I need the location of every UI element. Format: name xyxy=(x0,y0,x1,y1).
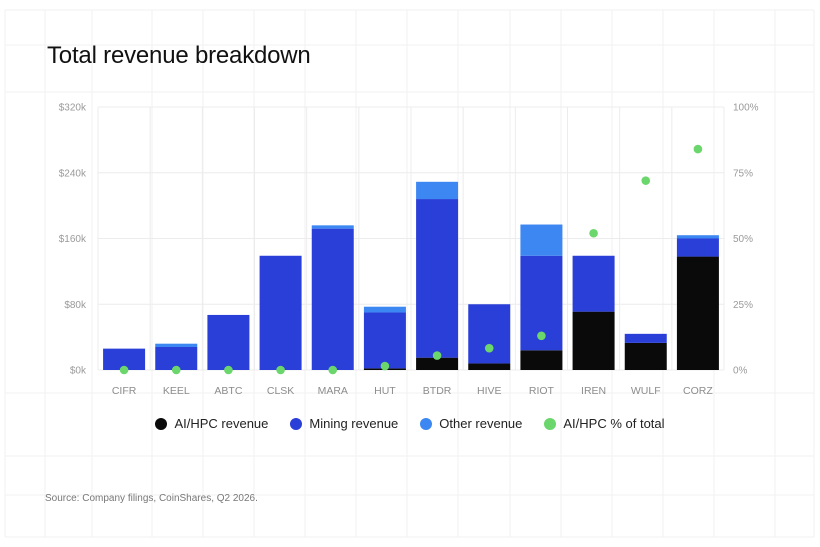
y-left-tick-label: $320k xyxy=(59,103,87,114)
x-tick-label: MARA xyxy=(318,385,348,397)
x-tick-label: IREN xyxy=(581,385,606,397)
bar-mining xyxy=(572,255,615,312)
bar-mining xyxy=(207,314,250,370)
bar-other xyxy=(155,343,198,347)
point-ai-hpc-pct xyxy=(276,365,285,375)
bar-other xyxy=(520,224,563,256)
legend-label-mining: Mining revenue xyxy=(309,416,399,431)
y-left-tick-label: $240k xyxy=(59,168,87,179)
bar-ai-hpc xyxy=(520,350,563,370)
point-ai-hpc-pct xyxy=(641,176,651,185)
bar-ai-hpc xyxy=(624,342,667,370)
x-tick-label: HUT xyxy=(374,385,396,397)
y-left-tick-label: $160k xyxy=(59,234,87,245)
point-ai-hpc-pct xyxy=(380,361,390,371)
legend-item-mining: Mining revenue xyxy=(290,416,398,431)
x-tick-label: ABTC xyxy=(214,385,242,397)
point-ai-hpc-pct xyxy=(537,331,546,341)
point-ai-hpc-pct xyxy=(693,144,703,154)
legend-label-ai-hpc: AI/HPC revenue xyxy=(174,416,269,431)
bar-other xyxy=(363,306,406,313)
x-tick-label: WULF xyxy=(631,385,661,397)
x-tick-label: CORZ xyxy=(683,385,713,397)
bar-other xyxy=(416,181,459,200)
legend-item-ai-hpc-pct: AI/HPC % of total xyxy=(544,416,665,431)
legend-marker-ai-hpc-pct xyxy=(544,417,557,430)
source-note: Source: Company filings, CoinShares, Q2 … xyxy=(45,493,258,504)
bar-mining xyxy=(259,255,302,370)
legend-marker-mining xyxy=(290,417,303,430)
legend-marker-ai-hpc xyxy=(155,417,168,430)
bar-mining xyxy=(624,333,667,343)
chart-title: Total revenue breakdown xyxy=(47,42,311,69)
bar-ai-hpc xyxy=(416,357,459,370)
legend-label-other: Other revenue xyxy=(439,416,523,431)
x-tick-label: RIOT xyxy=(529,385,555,397)
chart-legend: AI/HPC revenue Mining revenue Other reve… xyxy=(0,416,820,431)
point-ai-hpc-pct xyxy=(432,351,442,360)
x-tick-label: KEEL xyxy=(163,385,190,397)
point-ai-hpc-pct xyxy=(171,365,181,375)
point-ai-hpc-pct xyxy=(328,365,338,375)
x-tick-label: HIVE xyxy=(477,385,502,397)
bar-ai-hpc xyxy=(572,311,615,370)
y-right-tick-label: 75% xyxy=(733,168,753,179)
bar-ai-hpc xyxy=(468,363,511,370)
x-tick-label: CIFR xyxy=(112,385,137,397)
bar-mining xyxy=(155,346,198,370)
y-right-tick-label: 100% xyxy=(733,103,759,114)
y-right-tick-label: 50% xyxy=(733,234,753,245)
bar-other xyxy=(676,235,719,239)
bar-ai-hpc xyxy=(676,256,719,370)
bar-mining xyxy=(103,348,146,370)
x-tick-label: BTDR xyxy=(423,385,452,397)
point-ai-hpc-pct xyxy=(589,228,598,238)
y-left-tick-label: $80k xyxy=(64,300,87,311)
legend-item-ai-hpc: AI/HPC revenue xyxy=(155,416,268,431)
bar-mining xyxy=(311,228,354,370)
x-tick-label: CLSK xyxy=(267,385,294,397)
y-right-tick-label: 0% xyxy=(733,366,748,377)
legend-label-ai-hpc-pct: AI/HPC % of total xyxy=(563,416,665,431)
legend-marker-other xyxy=(420,417,433,430)
point-ai-hpc-pct xyxy=(224,365,233,375)
y-right-tick-label: 25% xyxy=(733,300,753,311)
bar-mining xyxy=(416,199,459,358)
bar-mining xyxy=(676,238,719,257)
point-ai-hpc-pct xyxy=(119,365,129,375)
bar-mining xyxy=(363,312,406,369)
y-left-tick-label: $0k xyxy=(70,366,87,377)
point-ai-hpc-pct xyxy=(484,343,494,353)
bar-mining xyxy=(468,304,511,364)
bar-other xyxy=(311,225,354,229)
legend-item-other: Other revenue xyxy=(420,416,522,431)
